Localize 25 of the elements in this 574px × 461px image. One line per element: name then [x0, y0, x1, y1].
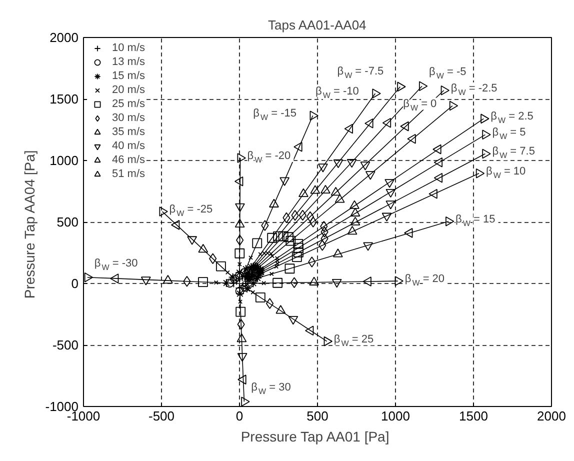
y-tick-label: 1500: [50, 92, 78, 106]
y-tick-label: 0: [71, 276, 79, 291]
legend-label: 25 m/s: [112, 97, 146, 111]
legend-label: 13 m/s: [112, 55, 146, 69]
y-tick-label: 2000: [50, 30, 78, 45]
legend-label: 10 m/s: [112, 41, 146, 55]
x-tick-label: 0: [236, 408, 244, 424]
legend-label: 20 m/s: [112, 83, 146, 97]
y-tick-label: -500: [52, 338, 79, 352]
x-tick-label: -500: [148, 408, 175, 424]
legend-label: 15 m/s: [112, 69, 146, 83]
legend-label: 46 m/s: [112, 153, 146, 167]
y-axis-title: Pressure Tap AA04 [Pa]: [21, 150, 38, 299]
x-axis-title: Pressure Tap AA01 [Pa]: [240, 428, 390, 444]
x-tick-label: 1500: [459, 408, 488, 424]
legend-label: 30 m/s: [112, 111, 146, 125]
x-tick-label: 2000: [537, 408, 566, 424]
legend-label: 40 m/s: [112, 139, 146, 153]
x-tick-label: 500: [306, 408, 328, 424]
y-tick-label: 500: [56, 214, 79, 230]
legend-label: 35 m/s: [112, 125, 146, 139]
x-tick-label: 1000: [381, 408, 410, 424]
chart-title: Taps AA01-AA04: [268, 18, 366, 32]
y-tick-label: 1000: [50, 153, 78, 168]
legend-label: 51 m/s: [112, 167, 146, 181]
